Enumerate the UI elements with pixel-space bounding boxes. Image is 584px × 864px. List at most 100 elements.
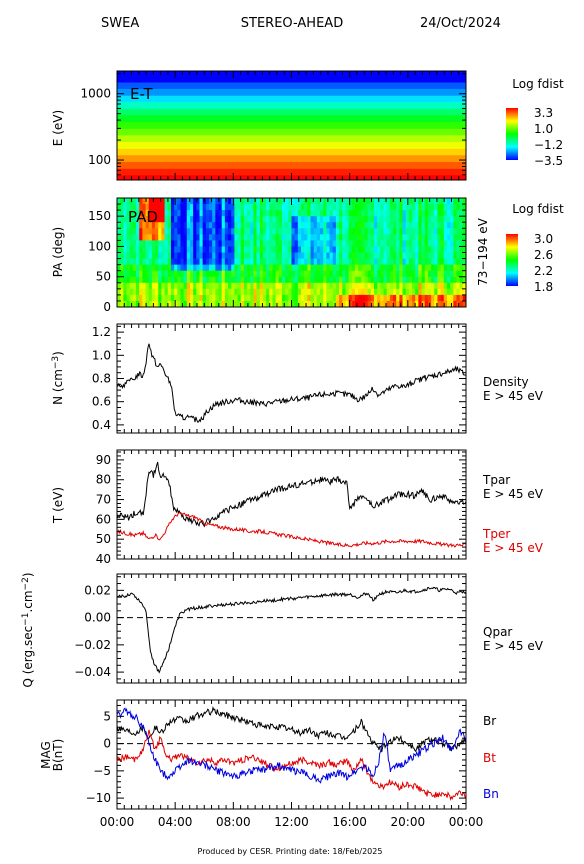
pad-cell (174, 270, 178, 278)
pad-cell (431, 252, 435, 259)
pad-cell (262, 294, 267, 302)
pad-cell (212, 252, 216, 259)
pad-cell (418, 300, 422, 308)
pad-cell (231, 264, 235, 272)
pad-cell (253, 240, 257, 247)
pad-cell (402, 210, 407, 217)
pad-cell (358, 264, 362, 272)
pad-cell (383, 288, 388, 296)
pad-panel-label: PAD (128, 208, 158, 226)
header-instrument: SWEA (101, 16, 139, 31)
pad-cell (221, 252, 226, 259)
pad-cell (278, 240, 283, 247)
pad-cell (205, 258, 210, 266)
pad-cell (380, 300, 384, 308)
pad-cell (183, 240, 188, 247)
pad-cell (139, 234, 143, 241)
pad-cell (301, 204, 305, 211)
pad-cell (301, 240, 305, 247)
pad-cell (294, 252, 299, 259)
pad-cell (339, 258, 343, 266)
pad-cell (440, 210, 445, 217)
pad-cell (164, 198, 169, 205)
pad-cell (294, 264, 299, 272)
pad-cell (408, 222, 413, 229)
pad-cell (402, 294, 407, 302)
pad-cell (120, 246, 124, 253)
pad-cell (215, 294, 219, 302)
pad-cell (269, 276, 273, 284)
pad-cell (266, 294, 270, 302)
pad-cell (450, 228, 454, 235)
pad-cell (389, 210, 394, 217)
pad-cell (142, 240, 146, 247)
pad-cell (326, 276, 330, 284)
pad-cell (380, 228, 384, 235)
et-band-10 (117, 108, 466, 116)
mag-y-axis-title-line1: MAG (39, 741, 53, 769)
pad-cell (421, 198, 426, 205)
pad-cell (427, 276, 432, 284)
pad-cell (373, 204, 378, 211)
pad-cell (380, 198, 384, 205)
pad-cell (164, 222, 169, 229)
pad-cell (247, 246, 251, 253)
pad-cell (459, 258, 464, 266)
pad-cell (193, 288, 197, 296)
pad-cell (164, 270, 169, 278)
pad-cell (117, 264, 121, 272)
pad-cell (186, 300, 191, 308)
pad-cell (427, 234, 432, 241)
pad-cell (240, 222, 245, 229)
pad-cell (348, 222, 353, 229)
pad-cell (231, 270, 235, 278)
pad-cell (304, 240, 308, 247)
pad-cell (183, 294, 188, 302)
pad-cell (415, 234, 419, 241)
pad-cell (342, 204, 346, 211)
pad-cell (240, 234, 245, 241)
pad-cell (399, 270, 403, 278)
pad-cell (234, 288, 238, 296)
pad-cell (139, 222, 143, 229)
pad-cell (361, 282, 365, 290)
pad-cell (380, 240, 384, 247)
pad-cell (129, 234, 134, 241)
pad-cell (177, 294, 181, 302)
pad-cell (297, 288, 302, 296)
pad-cell (443, 276, 448, 284)
pad-cell (316, 234, 321, 241)
pad-cell (310, 282, 315, 290)
pad-cell (405, 234, 410, 241)
pad-cell (345, 276, 350, 284)
pad-cell (269, 222, 273, 229)
pad-cell (221, 198, 226, 205)
pad-cell (212, 264, 216, 272)
pad-cell (437, 276, 442, 284)
pad-cell (294, 228, 299, 235)
pad-cell (224, 282, 229, 290)
pad-cell (142, 252, 146, 259)
pad-cell (228, 204, 232, 211)
pad-cell (123, 222, 127, 229)
pad-cell (329, 240, 334, 247)
pad-cell (370, 198, 375, 205)
pad-cell (145, 252, 150, 259)
pad-cell (345, 252, 350, 259)
pad-cell (256, 228, 261, 235)
pad-cell (294, 258, 299, 266)
pad-cell (237, 264, 242, 272)
density-frame (116, 323, 467, 434)
pad-cell (421, 222, 426, 229)
pad-cell (396, 252, 400, 259)
pad-cell (313, 240, 318, 247)
pad-cell (155, 246, 159, 253)
pad-cell (364, 264, 369, 272)
pad-cell (291, 246, 296, 253)
pad-cell (212, 258, 216, 266)
pad-cell (158, 258, 162, 266)
pad-cell (155, 228, 159, 235)
pad-cell (247, 288, 251, 296)
pad-cell (205, 198, 210, 205)
pad-cell (250, 300, 254, 308)
